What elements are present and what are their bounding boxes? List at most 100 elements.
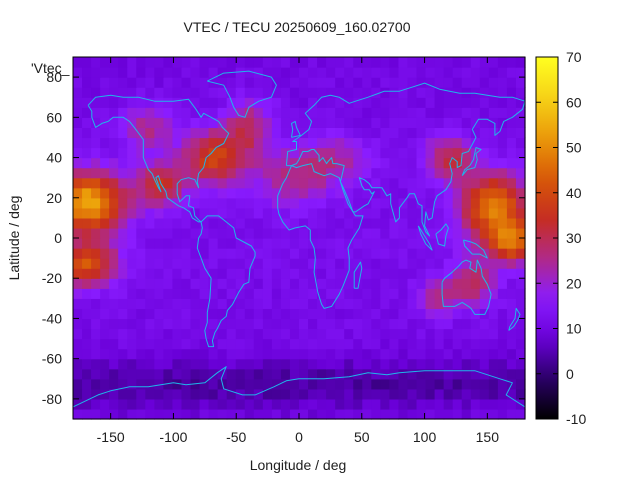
heatmap-cell — [308, 187, 318, 199]
heatmap-cell — [235, 147, 246, 159]
heatmap-cell — [299, 67, 309, 78]
heatmap-cell — [407, 368, 418, 380]
heatmap-cell — [118, 258, 128, 269]
heatmap-cell — [488, 368, 499, 380]
heatmap-cell — [226, 388, 237, 400]
heatmap-cell — [235, 238, 246, 249]
heatmap-cell — [73, 227, 83, 239]
heatmap-cell — [208, 398, 219, 410]
heatmap-cell — [181, 67, 192, 78]
heatmap-cell — [515, 227, 526, 239]
heatmap-cell — [308, 107, 318, 118]
heatmap-cell — [127, 227, 137, 239]
heatmap-cell — [154, 278, 164, 289]
heatmap-cell — [380, 268, 390, 279]
heatmap-cell — [100, 258, 110, 269]
heatmap-cell — [317, 378, 327, 390]
heatmap-cell — [362, 318, 372, 330]
heatmap-cell — [136, 127, 146, 139]
heatmap-cell — [199, 177, 210, 189]
heatmap-cell — [127, 348, 137, 360]
heatmap-cell — [244, 398, 255, 410]
heatmap-cell — [244, 87, 255, 98]
heatmap-cell — [344, 147, 354, 159]
heatmap-cell — [172, 378, 183, 390]
heatmap-cell — [190, 238, 201, 249]
heatmap-cell — [398, 328, 409, 340]
y-tick-label: 80 — [46, 69, 62, 85]
heatmap-cell — [199, 117, 210, 128]
heatmap-cell — [109, 268, 119, 279]
heatmap-cell — [335, 248, 345, 259]
heatmap-cell — [335, 207, 345, 219]
heatmap-cell — [416, 177, 427, 189]
heatmap-cell — [109, 378, 119, 390]
heatmap-cell — [253, 288, 264, 299]
heatmap-cell — [506, 217, 517, 229]
heatmap-cell — [235, 207, 246, 219]
heatmap-cell — [181, 57, 192, 68]
heatmap-cell — [362, 77, 372, 88]
heatmap-cell — [344, 278, 354, 289]
heatmap-cell — [217, 348, 228, 360]
heatmap-cell — [362, 107, 372, 118]
heatmap-cell — [82, 57, 92, 68]
heatmap-cell — [208, 378, 219, 390]
heatmap-cell — [326, 167, 336, 179]
heatmap-cell — [461, 177, 472, 189]
heatmap-cell — [190, 227, 201, 239]
chart-title: VTEC / TECU 20250609_160.02700 — [183, 19, 410, 35]
heatmap-cell — [326, 318, 336, 330]
heatmap-cell — [326, 217, 336, 229]
heatmap-cell — [398, 57, 409, 68]
heatmap-cell — [82, 137, 92, 149]
heatmap-cell — [190, 318, 201, 330]
heatmap-cell — [163, 57, 174, 68]
heatmap-cell — [100, 358, 110, 370]
heatmap-cell — [82, 398, 92, 410]
heatmap-cell — [91, 67, 101, 78]
heatmap-cell — [308, 147, 318, 159]
heatmap-cell — [235, 57, 246, 68]
heatmap-cell — [163, 398, 174, 410]
heatmap-cell — [217, 117, 228, 128]
heatmap-cell — [226, 57, 237, 68]
heatmap-cell — [136, 378, 146, 390]
heatmap-cell — [199, 378, 210, 390]
heatmap-cell — [335, 77, 345, 88]
heatmap-cell — [452, 197, 463, 209]
heatmap-cell — [127, 248, 137, 259]
heatmap-cell — [145, 348, 155, 360]
heatmap-cell — [91, 177, 101, 189]
heatmap-cell — [443, 268, 454, 279]
heatmap-cell — [515, 248, 526, 259]
heatmap-cell — [434, 167, 445, 179]
heatmap-cell — [344, 77, 354, 88]
heatmap-cell — [163, 338, 174, 350]
heatmap-cell — [154, 67, 164, 78]
heatmap-cell — [136, 97, 146, 108]
heatmap-cell — [271, 197, 282, 209]
heatmap-cell — [190, 368, 201, 380]
heatmap-cell — [208, 227, 219, 239]
heatmap-cell — [299, 57, 309, 68]
heatmap-cell — [479, 97, 490, 108]
heatmap-cell — [127, 137, 137, 149]
heatmap-cell — [434, 87, 445, 98]
heatmap-cell — [208, 157, 219, 169]
heatmap-cell — [244, 298, 255, 309]
heatmap-cell — [326, 207, 336, 219]
heatmap-cell — [362, 197, 372, 209]
heatmap-cell — [353, 127, 363, 139]
heatmap-cell — [344, 368, 354, 380]
heatmap-cell — [235, 248, 246, 259]
heatmap-cell — [190, 388, 201, 400]
heatmap-cell — [91, 187, 101, 199]
heatmap-cell — [380, 67, 390, 78]
heatmap-cell — [208, 408, 219, 420]
coastline-japan — [461, 147, 482, 177]
heatmap-cell — [470, 207, 481, 219]
heatmap-cell — [479, 348, 490, 360]
heatmap-cell — [371, 167, 381, 179]
heatmap-cell — [416, 97, 427, 108]
